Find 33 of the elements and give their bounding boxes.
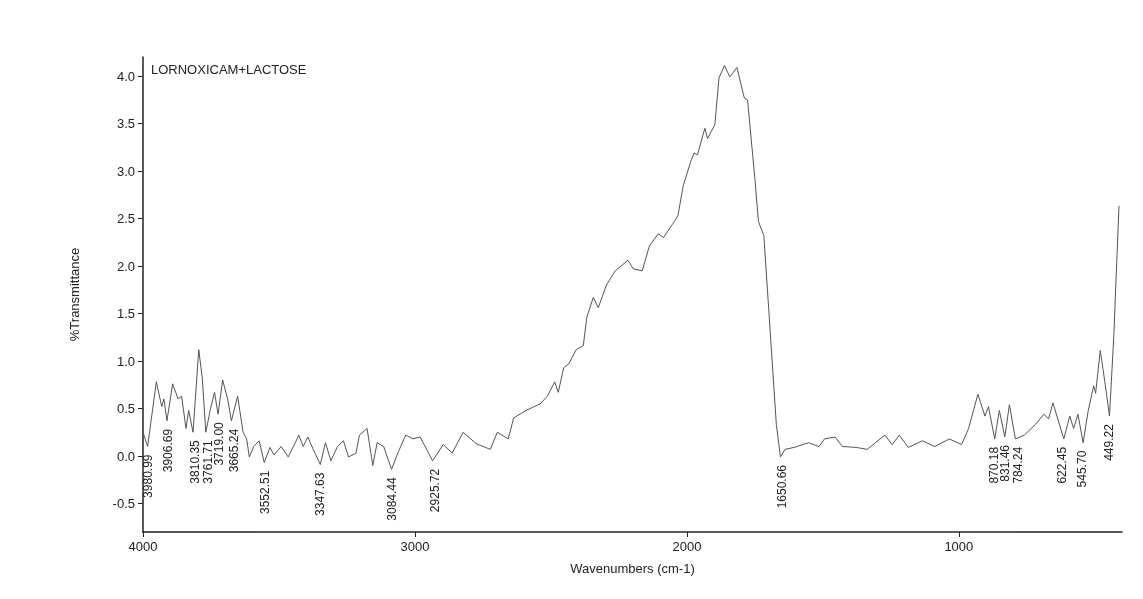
annotation: 622.45 (1054, 446, 1069, 484)
annotation: 3761.71 (200, 439, 215, 484)
annotation: 1650.66 (774, 464, 789, 509)
x-tick-label: 2000 (672, 539, 702, 554)
annotation: 831.46 (997, 444, 1012, 482)
chart-title: LORNOXICAM+LACTOSE (151, 62, 307, 77)
x-tick-label: 3000 (400, 539, 430, 554)
x-tick-label: 4000 (128, 539, 158, 554)
y-tick-label: 2.5 (116, 211, 135, 226)
annotation: 3347.63 (313, 472, 328, 516)
annotation: 3980.99 (141, 454, 156, 498)
y-tick-label: 0.0 (116, 448, 135, 464)
annotation: 3084.44 (384, 476, 399, 521)
y-tick-label: 3.5 (116, 116, 135, 131)
annotation: 3552.51 (257, 470, 272, 515)
y-tick-label: 1.0 (116, 353, 135, 369)
y-axis-title: %Transmittance (67, 247, 82, 342)
y-tick-label: 3.0 (116, 163, 135, 179)
annotation: 449.22 (1101, 423, 1116, 461)
y-tick-label: 0.5 (116, 401, 135, 416)
y-tick-label: -0.5 (112, 496, 135, 511)
x-axis-title: Wavenumbers (cm-1) (570, 561, 695, 576)
x-tick-label: 1000 (944, 539, 974, 554)
annotation: 3665.24 (227, 428, 242, 473)
annotation: 2925.72 (428, 468, 443, 513)
y-tick-label: 1.5 (116, 306, 135, 321)
y-tick-label: 4.0 (116, 68, 135, 84)
annotation: 3906.69 (161, 428, 176, 473)
annotation: 3810.35 (187, 439, 202, 484)
annotation: 3719.00 (212, 421, 227, 466)
annotation: 784.24 (1010, 446, 1025, 484)
y-tick-label: 2.0 (116, 258, 135, 274)
annotation: 545.70 (1075, 450, 1090, 488)
